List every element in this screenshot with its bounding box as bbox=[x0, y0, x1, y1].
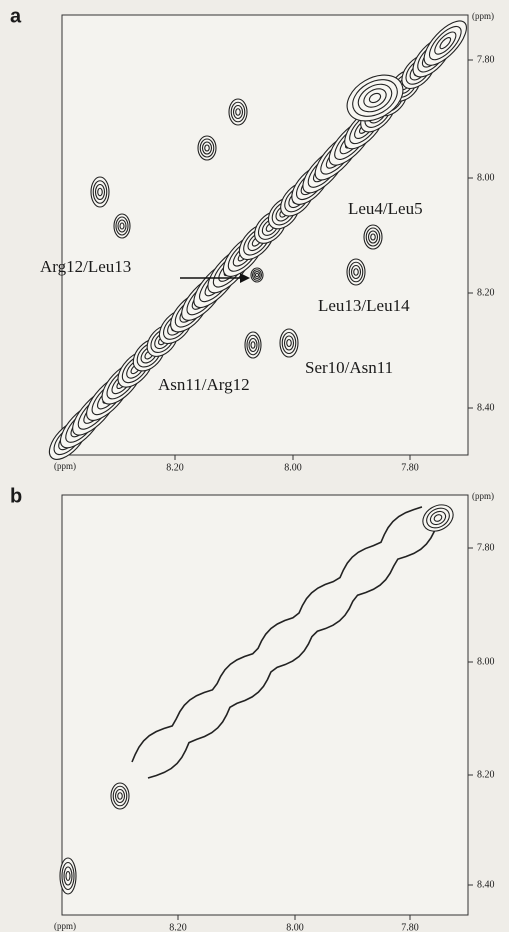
y-tick-label: 8.20 bbox=[477, 287, 495, 298]
panel-b: b (ppm) (ppm) 7.80 8.00 8.20 8.40 8.20 8.00 7.80 bbox=[10, 485, 495, 932]
contour bbox=[423, 20, 467, 66]
peak-annotation: Asn11/Arg12 bbox=[158, 375, 250, 394]
contour bbox=[353, 268, 359, 276]
contour bbox=[368, 92, 382, 104]
contour bbox=[204, 144, 210, 152]
contour bbox=[92, 180, 108, 204]
contour bbox=[433, 514, 443, 522]
contour bbox=[230, 101, 246, 123]
contour bbox=[201, 141, 213, 155]
contour bbox=[286, 338, 292, 348]
y-tick-label: 8.40 bbox=[477, 879, 495, 890]
contour bbox=[97, 187, 103, 197]
panel-label: a bbox=[10, 5, 22, 27]
contour bbox=[114, 788, 126, 804]
contour bbox=[350, 264, 362, 280]
contour bbox=[115, 216, 129, 236]
contour bbox=[348, 261, 364, 283]
y-tick-label: 8.00 bbox=[477, 172, 495, 183]
contour bbox=[250, 341, 256, 349]
y-tick-label: 8.20 bbox=[477, 769, 495, 780]
contour bbox=[119, 222, 125, 230]
contour bbox=[281, 331, 297, 355]
diagonal-contour bbox=[131, 506, 423, 763]
contour bbox=[422, 504, 454, 532]
contour bbox=[112, 785, 128, 807]
contour bbox=[235, 108, 241, 116]
x-tick-label: 7.80 bbox=[401, 922, 419, 932]
unit-label: (ppm) bbox=[54, 921, 76, 931]
contour bbox=[254, 272, 260, 278]
x-tick-label: 8.00 bbox=[286, 922, 304, 932]
contour bbox=[63, 866, 73, 886]
peak-annotation: Leu4/Leu5 bbox=[348, 199, 423, 218]
unit-label: (ppm) bbox=[472, 11, 494, 21]
x-tick-label: 8.20 bbox=[169, 922, 187, 932]
x-tick-label: 8.00 bbox=[284, 462, 302, 473]
peak-annotation: Leu13/Leu14 bbox=[318, 296, 410, 315]
contour bbox=[365, 227, 381, 247]
x-tick-label: 7.80 bbox=[401, 462, 419, 473]
y-tick-label: 7.80 bbox=[477, 542, 495, 553]
contour bbox=[426, 507, 450, 529]
peak-annotation: Ser10/Asn11 bbox=[305, 358, 393, 377]
unit-label: (ppm) bbox=[472, 491, 494, 501]
diagonal-contour bbox=[147, 522, 439, 779]
contour bbox=[94, 183, 106, 201]
contour bbox=[357, 83, 393, 113]
contour bbox=[429, 510, 447, 526]
contour bbox=[199, 138, 215, 158]
x-tick-label: 8.20 bbox=[166, 462, 184, 473]
peak-annotation: Arg12/Leu13 bbox=[40, 257, 131, 276]
contour bbox=[428, 25, 462, 61]
contour bbox=[251, 269, 263, 281]
plot-area bbox=[61, 494, 469, 916]
contour bbox=[363, 88, 387, 108]
contour bbox=[352, 79, 398, 117]
y-tick-label: 8.40 bbox=[477, 402, 495, 413]
unit-label: (ppm) bbox=[54, 461, 76, 471]
contour bbox=[248, 337, 258, 353]
contour bbox=[283, 335, 295, 351]
contour bbox=[439, 37, 452, 50]
arrow-head bbox=[240, 273, 250, 283]
contour bbox=[232, 104, 244, 120]
contour bbox=[65, 870, 71, 882]
contour bbox=[61, 861, 75, 891]
contour bbox=[370, 233, 376, 241]
contour bbox=[246, 334, 260, 356]
y-tick-label: 8.00 bbox=[477, 656, 495, 667]
contour bbox=[253, 270, 261, 280]
panel-label: b bbox=[10, 485, 22, 507]
contour bbox=[117, 219, 127, 233]
contour bbox=[117, 792, 123, 800]
contour bbox=[434, 31, 457, 55]
y-tick-label: 7.80 bbox=[477, 54, 495, 65]
panel-a: a (ppm) (ppm) 7.80 8.00 8.20 8.40 8.20 8.00 7.80 L… bbox=[10, 5, 495, 473]
contour bbox=[367, 230, 379, 244]
